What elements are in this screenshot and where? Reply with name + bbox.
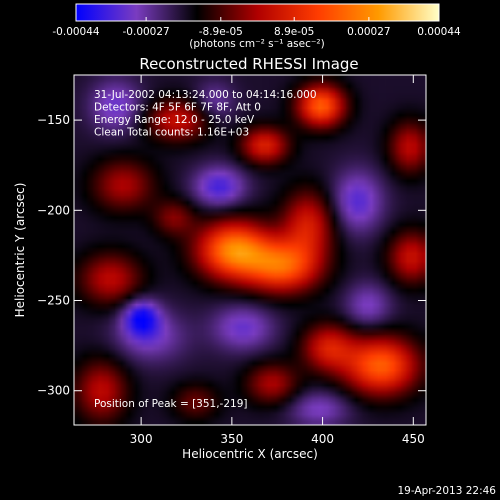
colorbar-tick-label: 0.00027 xyxy=(347,26,390,38)
y-tick-label: −250 xyxy=(37,294,70,308)
y-tick-label: −200 xyxy=(37,203,70,217)
colorbar-tick-label: 0.00044 xyxy=(417,26,461,38)
colorbar-unit-label: (photons cm⁻² s⁻¹ asec⁻²) xyxy=(189,38,324,50)
x-tick-label: 300 xyxy=(130,432,153,446)
axis-ticks: 300 350 400 450 −150 −200 −250 −300 xyxy=(37,75,426,446)
x-tick-label: 350 xyxy=(220,432,243,446)
peak-position-label: Position of Peak = [351,-219] xyxy=(94,398,248,410)
colorbar-tick-label: 8.9e-05 xyxy=(274,26,314,38)
annotation-line: 31-Jul-2002 04:13:24.000 to 04:14:16.000 xyxy=(94,89,317,101)
colorbar-tick-label: -0.00027 xyxy=(123,26,170,38)
chart-title: Reconstructed RHESSI Image xyxy=(139,55,358,73)
annotation-line: Detectors: 4F 5F 6F 7F 8F, Att 0 xyxy=(94,102,261,114)
annotation-line: Energy Range: 12.0 - 25.0 keV xyxy=(94,114,255,126)
x-axis-label: Heliocentric X (arcsec) xyxy=(182,447,318,461)
colorbar-tick-label: -8.9e-05 xyxy=(199,26,243,38)
x-tick-label: 400 xyxy=(311,432,334,446)
plot-area: 300 350 400 450 −150 −200 −250 −300 xyxy=(37,74,427,446)
x-tick-label: 450 xyxy=(402,432,425,446)
annotation-line: Clean Total counts: 1.16E+03 xyxy=(94,127,249,139)
y-tick-label: −150 xyxy=(37,113,70,127)
colorbar: -0.00044 -0.00027 -8.9e-05 8.9e-05 0.00027 0.… xyxy=(52,3,461,50)
y-axis-label: Heliocentric Y (arcsec) xyxy=(13,183,27,318)
heatmap-image xyxy=(74,75,426,425)
plot-frame xyxy=(73,74,427,426)
timestamp: 19-Apr-2013 22:46 xyxy=(397,485,496,497)
colorbar-tick-label: -0.00044 xyxy=(52,26,100,38)
colorbar-gradient xyxy=(75,3,440,22)
y-tick-label: −300 xyxy=(37,384,70,398)
annotation-block: 31-Jul-2002 04:13:24.000 to 04:14:16.000… xyxy=(94,89,317,139)
colorbar-ticks: -0.00044 -0.00027 -8.9e-05 8.9e-05 0.00027 0.… xyxy=(52,17,461,38)
